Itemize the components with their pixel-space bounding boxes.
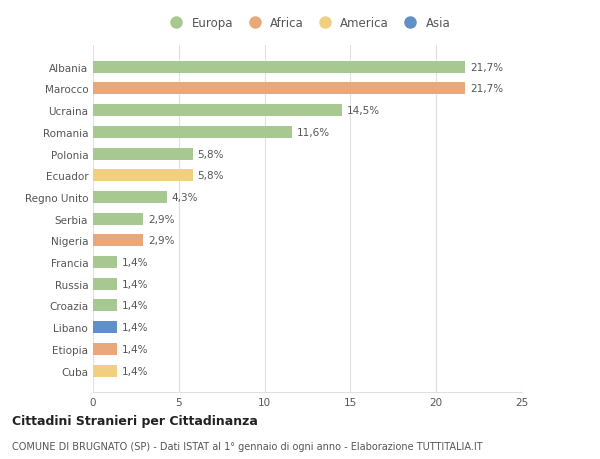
Bar bbox=[93, 83, 466, 95]
Bar bbox=[93, 213, 143, 225]
Bar bbox=[93, 321, 117, 333]
Bar bbox=[93, 343, 117, 355]
Bar bbox=[93, 365, 117, 377]
Bar bbox=[93, 170, 193, 182]
Text: 1,4%: 1,4% bbox=[122, 301, 149, 311]
Bar bbox=[93, 257, 117, 269]
Bar bbox=[93, 105, 342, 117]
Text: 1,4%: 1,4% bbox=[122, 257, 149, 268]
Text: 1,4%: 1,4% bbox=[122, 322, 149, 332]
Bar bbox=[93, 148, 193, 160]
Text: 11,6%: 11,6% bbox=[297, 128, 331, 138]
Text: Cittadini Stranieri per Cittadinanza: Cittadini Stranieri per Cittadinanza bbox=[12, 414, 258, 428]
Bar bbox=[93, 278, 117, 290]
Text: COMUNE DI BRUGNATO (SP) - Dati ISTAT al 1° gennaio di ogni anno - Elaborazione T: COMUNE DI BRUGNATO (SP) - Dati ISTAT al … bbox=[12, 441, 482, 451]
Text: 4,3%: 4,3% bbox=[172, 192, 199, 202]
Text: 5,8%: 5,8% bbox=[197, 171, 224, 181]
Text: 2,9%: 2,9% bbox=[148, 214, 175, 224]
Text: 14,5%: 14,5% bbox=[347, 106, 380, 116]
Legend: Europa, Africa, America, Asia: Europa, Africa, America, Asia bbox=[164, 17, 451, 30]
Text: 1,4%: 1,4% bbox=[122, 279, 149, 289]
Bar bbox=[93, 62, 466, 73]
Text: 1,4%: 1,4% bbox=[122, 366, 149, 376]
Bar bbox=[93, 191, 167, 203]
Text: 21,7%: 21,7% bbox=[470, 62, 503, 73]
Text: 1,4%: 1,4% bbox=[122, 344, 149, 354]
Text: 21,7%: 21,7% bbox=[470, 84, 503, 94]
Bar bbox=[93, 235, 143, 247]
Text: 2,9%: 2,9% bbox=[148, 236, 175, 246]
Bar bbox=[93, 127, 292, 139]
Text: 5,8%: 5,8% bbox=[197, 149, 224, 159]
Bar bbox=[93, 300, 117, 312]
